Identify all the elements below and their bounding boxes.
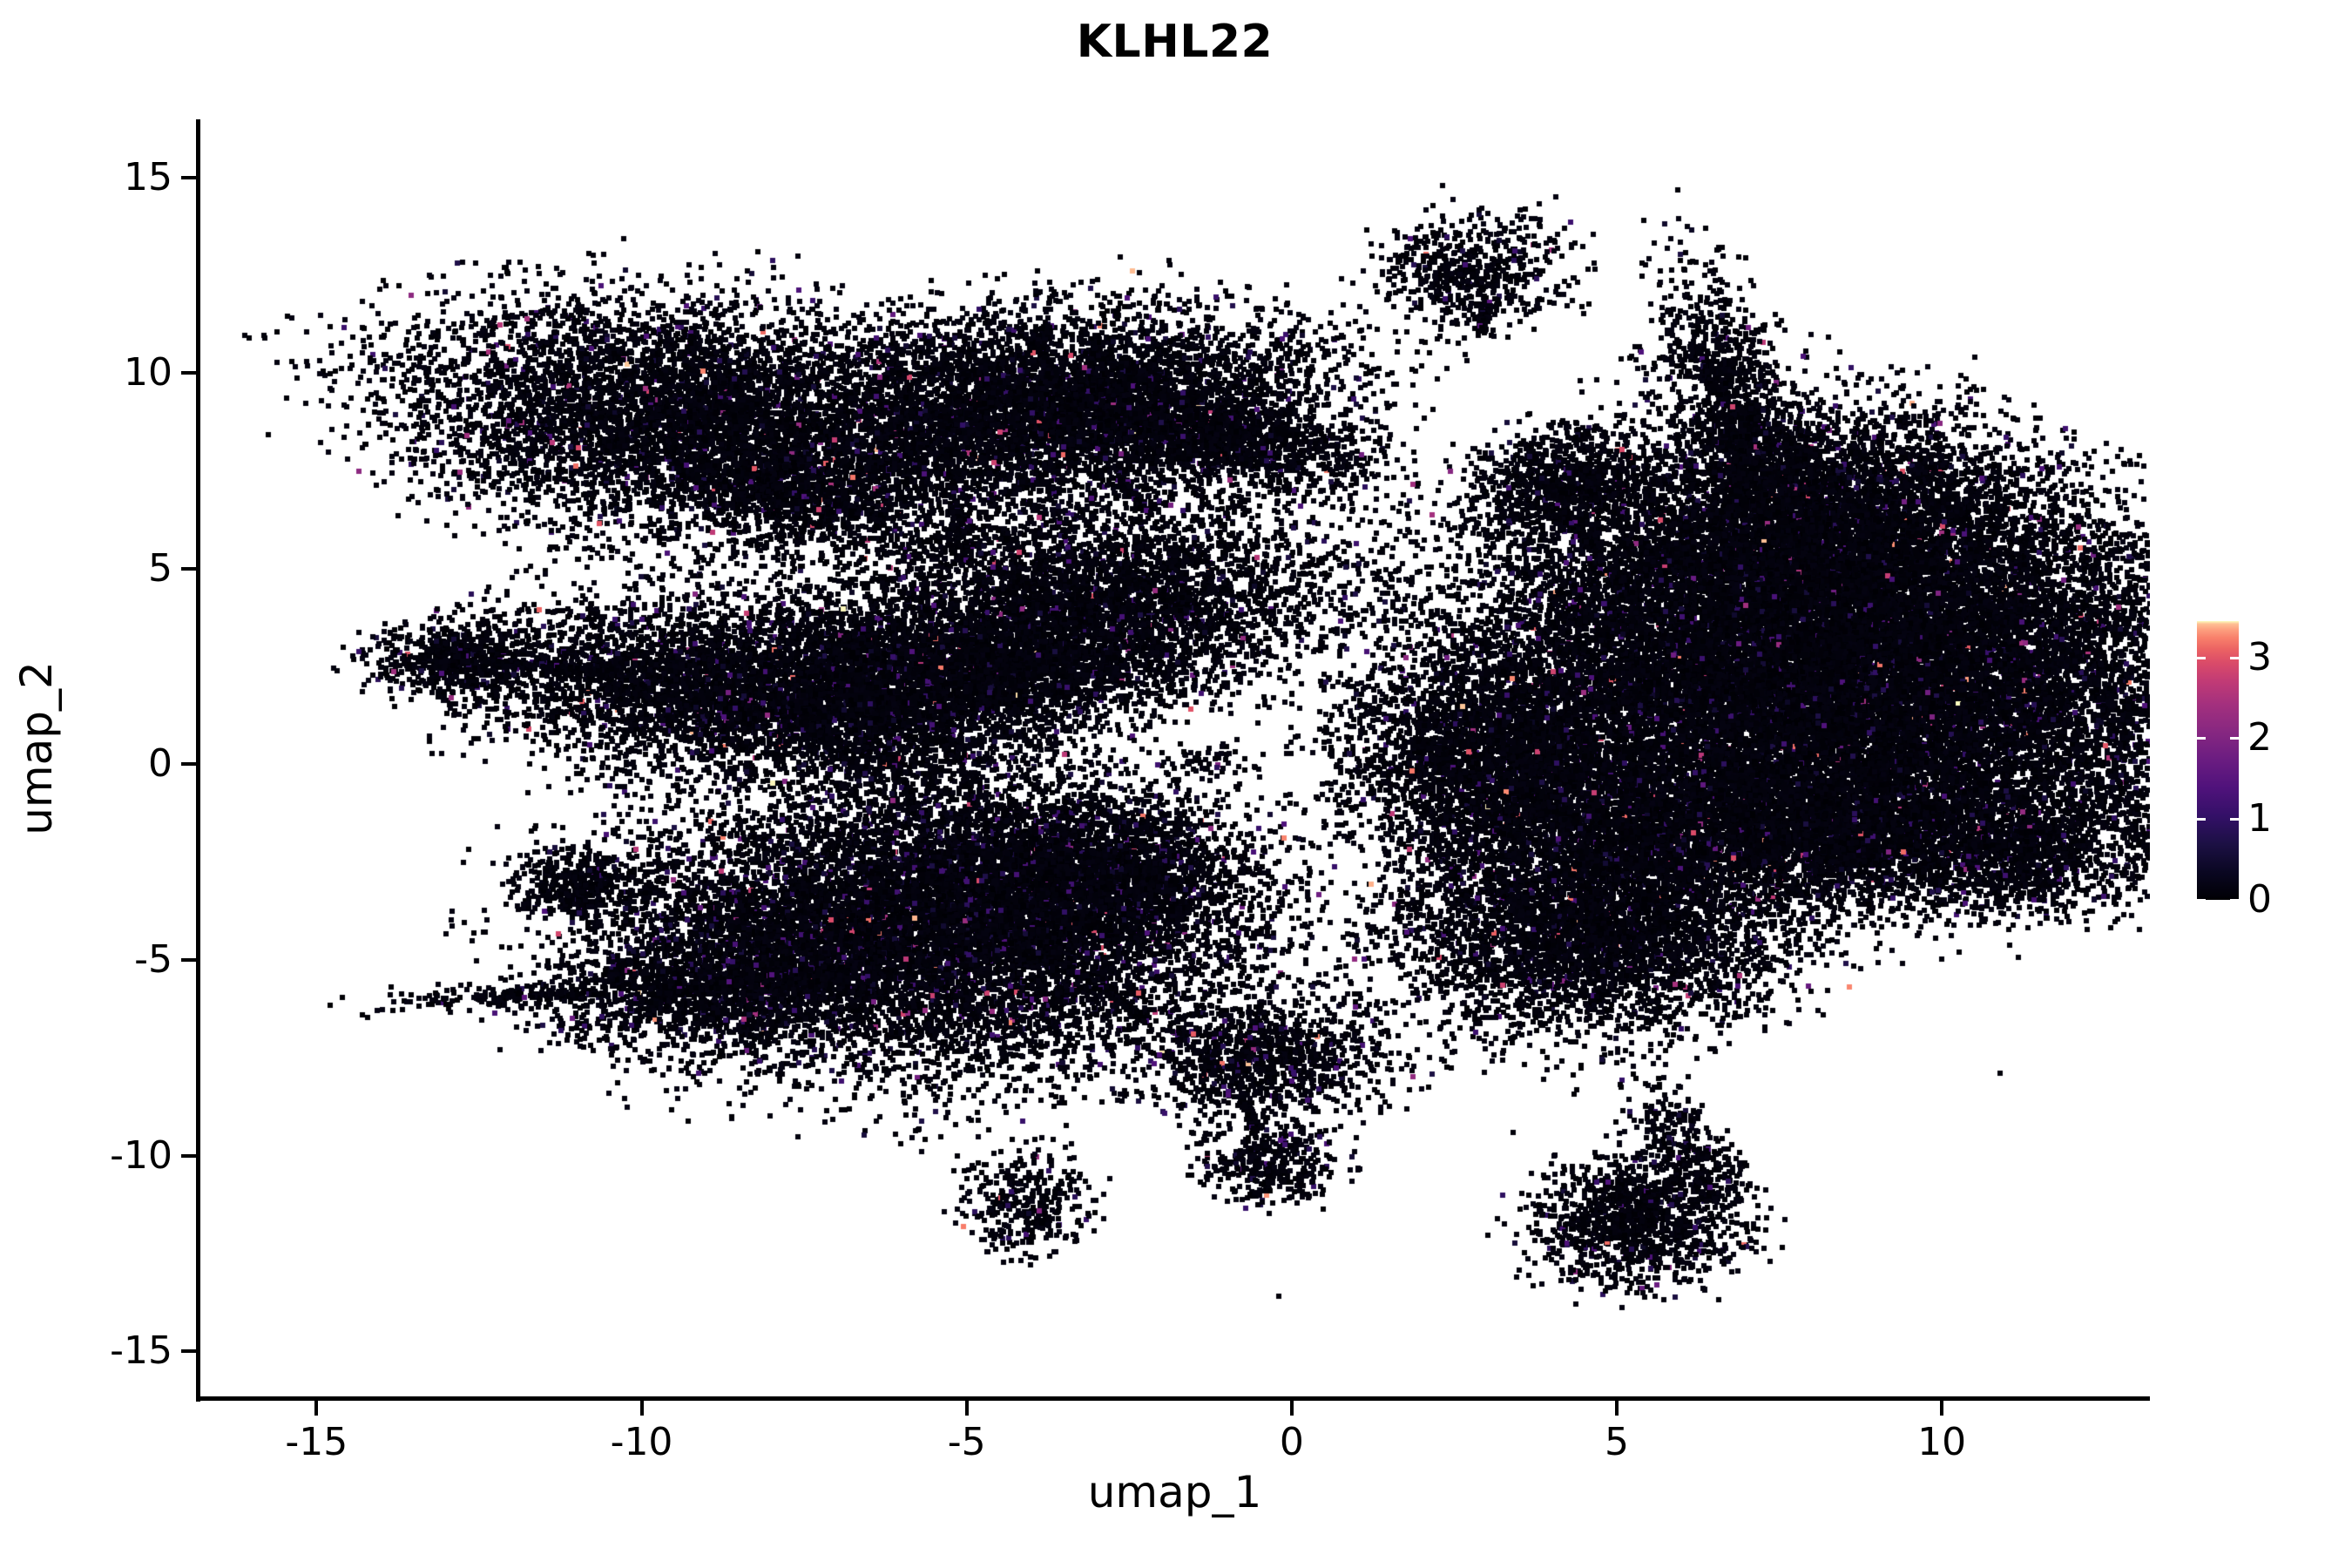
plot-area <box>199 123 2150 1398</box>
colorbar-tick-mark <box>2197 899 2206 902</box>
y-tick-label: -10 <box>110 1132 172 1178</box>
x-tick-label: 5 <box>1605 1420 1629 1464</box>
colorbar-tick-label: 1 <box>2247 796 2272 841</box>
colorbar-tick-mark <box>2197 818 2206 821</box>
colorbar-tick-label: 2 <box>2247 715 2272 760</box>
x-tick-mark <box>964 1401 969 1416</box>
colorbar-tick-label: 0 <box>2247 877 2272 922</box>
y-tick-mark <box>181 371 196 375</box>
x-tick-label: 0 <box>1279 1420 1304 1464</box>
y-tick-mark <box>181 1349 196 1354</box>
x-tick-mark <box>1615 1401 1619 1416</box>
colorbar-tick-label: 3 <box>2247 634 2272 679</box>
colorbar-tick-mark <box>2230 899 2239 902</box>
y-tick-label: 15 <box>124 154 172 199</box>
y-tick-mark <box>181 1153 196 1158</box>
colorbar-tick-mark <box>2230 656 2239 659</box>
y-tick-label: -15 <box>110 1328 172 1374</box>
y-tick-label: 10 <box>124 350 172 395</box>
colorbar: 3 2 1 0 <box>2197 621 2272 919</box>
x-tick-mark <box>1940 1401 1944 1416</box>
colorbar-tick-mark <box>2230 818 2239 821</box>
x-axis-spine <box>196 1396 2150 1401</box>
y-tick-label: 5 <box>148 545 172 591</box>
chart-title: KLHL22 <box>1076 16 1274 68</box>
y-tick-mark <box>181 762 196 767</box>
colorbar-gradient <box>2197 621 2239 900</box>
y-tick-label: 0 <box>148 741 172 787</box>
scatter-canvas <box>199 123 2150 1398</box>
y-tick-mark <box>181 958 196 963</box>
colorbar-tick-mark <box>2197 737 2206 740</box>
x-tick-mark <box>1289 1401 1294 1416</box>
y-axis-spine <box>196 119 200 1402</box>
colorbar-tick-mark <box>2230 737 2239 740</box>
x-tick-label: 10 <box>1917 1420 1967 1464</box>
y-tick-label: -5 <box>134 937 172 983</box>
y-tick-mark <box>181 566 196 571</box>
x-tick-label: -5 <box>947 1420 986 1464</box>
x-tick-label: -15 <box>285 1420 348 1464</box>
x-axis-label: umap_1 <box>1087 1467 1262 1517</box>
x-tick-mark <box>314 1401 319 1416</box>
y-tick-mark <box>181 175 196 179</box>
x-tick-mark <box>639 1401 644 1416</box>
colorbar-tick-mark <box>2197 656 2206 659</box>
y-axis-label: umap_2 <box>11 661 62 835</box>
x-tick-label: -10 <box>610 1420 673 1464</box>
